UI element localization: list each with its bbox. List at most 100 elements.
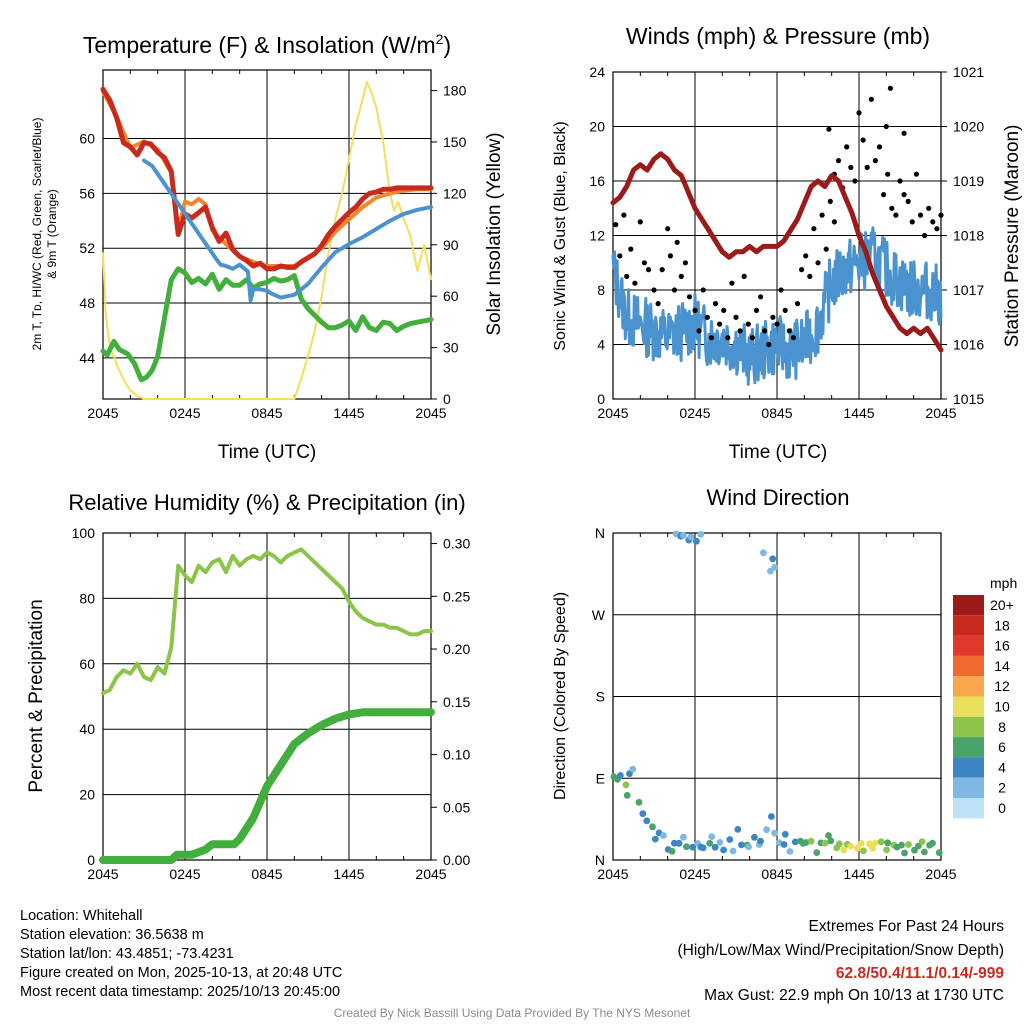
wdir-point bbox=[929, 839, 936, 847]
winds-gust-point bbox=[617, 253, 623, 259]
winds-gust-point bbox=[749, 335, 756, 341]
winds-gust-point bbox=[887, 85, 894, 91]
wdir-point bbox=[901, 849, 908, 857]
winds-gust-point bbox=[770, 314, 776, 320]
wdir-point bbox=[854, 844, 861, 852]
winds-gust-point bbox=[741, 273, 747, 279]
temp-title-end: ) bbox=[443, 32, 451, 58]
info-elevation: Station elevation: 36.5638 m bbox=[20, 927, 204, 943]
winds-gust-point bbox=[844, 144, 850, 150]
wdir-point bbox=[921, 848, 928, 856]
wdir-point bbox=[689, 843, 697, 851]
wdir-point bbox=[757, 837, 764, 845]
wdir-point bbox=[905, 841, 912, 848]
temp-xtick-label: 1445 bbox=[333, 405, 364, 421]
wdir-point bbox=[708, 833, 716, 840]
winds-gust-point bbox=[659, 267, 665, 273]
rh-y-left-label: Percent & Precipitation bbox=[26, 599, 47, 792]
temp-ytick-right-label: 0 bbox=[443, 391, 451, 407]
wdir-point bbox=[675, 839, 683, 847]
winds-gust-point bbox=[864, 164, 870, 170]
winds-gust-point bbox=[717, 321, 723, 327]
rh-ytick-right-label: 0.20 bbox=[443, 641, 470, 657]
winds-gust-point bbox=[721, 307, 727, 313]
winds-ytick-label: 12 bbox=[589, 228, 605, 244]
winds-gust-point bbox=[624, 273, 630, 279]
rh-ytick-label: 80 bbox=[79, 590, 95, 606]
wdir-point bbox=[629, 765, 637, 773]
wdir-point bbox=[760, 549, 767, 557]
temp-chart: 2045 0245 0845 1445 2045 44 48 52 56 60 0 30 60 90 120… bbox=[30, 31, 505, 463]
winds-gust-point bbox=[799, 267, 805, 273]
extremes-title: Extremes For Past 24 Hours bbox=[808, 918, 1004, 935]
temp-title-main: Temperature (F) & Insolation (W/m bbox=[83, 32, 436, 58]
winds-gust-point bbox=[778, 287, 784, 293]
winds-ytick-label: 8 bbox=[597, 282, 605, 298]
winds-gust-point bbox=[737, 328, 743, 334]
wdir-point bbox=[720, 846, 727, 854]
wdir-point bbox=[827, 837, 835, 845]
winds-gust-point bbox=[655, 301, 661, 307]
wdir-point bbox=[915, 842, 922, 850]
winds-gust-point bbox=[729, 280, 735, 286]
winds-gust-point bbox=[901, 192, 907, 198]
winds-ytick-label: 24 bbox=[589, 64, 605, 80]
winds-gust-point bbox=[901, 130, 907, 136]
temp-y-left-label-1: 2m T, Tᴅ, HI/WC (Red, Green, Scarlet/Blu… bbox=[30, 118, 44, 351]
temp-xtick-label: 2045 bbox=[87, 405, 118, 421]
temp-xtick-label: 2045 bbox=[415, 405, 446, 421]
winds-xtick-label: 0245 bbox=[679, 405, 710, 421]
winds-ytick-label: 0 bbox=[597, 391, 605, 407]
winds-gust-point bbox=[725, 335, 731, 341]
wdir-point bbox=[683, 843, 690, 851]
wdir-point bbox=[680, 833, 687, 841]
rh-ytick-right-label: 0.10 bbox=[443, 747, 470, 763]
winds-gust-point bbox=[678, 273, 684, 279]
wdir-legend-label: 6 bbox=[998, 739, 1006, 755]
winds-gust-point bbox=[632, 280, 638, 286]
wdir-point bbox=[780, 841, 788, 848]
wdir-point bbox=[791, 838, 799, 846]
temp-y-left-label-2: & 9m T (Orange) bbox=[45, 189, 59, 279]
winds-gust-point bbox=[686, 294, 693, 300]
wdir-point bbox=[918, 838, 926, 845]
winds-ytick-right-label: 1018 bbox=[953, 228, 984, 244]
winds-xtick-label: 1445 bbox=[843, 405, 874, 421]
winds-gust-point bbox=[774, 321, 780, 327]
rh-xtick-label: 2045 bbox=[415, 866, 446, 882]
winds-ytick-label: 16 bbox=[589, 173, 605, 189]
temp-ytick-right-label: 30 bbox=[443, 340, 459, 356]
wdir-legend-swatch bbox=[953, 716, 984, 738]
wdir-point bbox=[781, 830, 789, 838]
wdir-ytick-label: N bbox=[595, 525, 605, 541]
temp-ytick-right-label: 150 bbox=[443, 134, 467, 150]
wdir-point bbox=[697, 531, 705, 538]
winds-gust-point bbox=[733, 314, 739, 320]
wdir-legend-swatch bbox=[953, 757, 984, 778]
winds-gust-point bbox=[613, 222, 619, 228]
winds-gust-point bbox=[803, 253, 809, 259]
winds-gust-point bbox=[848, 164, 854, 170]
winds-xtick-label: 2045 bbox=[925, 405, 956, 421]
wdir-point bbox=[825, 832, 832, 839]
wdir-legend-swatch bbox=[953, 737, 984, 758]
wdir-point bbox=[872, 839, 879, 847]
winds-gust-point bbox=[905, 198, 911, 204]
winds-gust-point bbox=[917, 212, 924, 218]
rh-ytick-right-label: 0.00 bbox=[443, 852, 470, 868]
wdir-point bbox=[706, 839, 714, 847]
winds-gust-point bbox=[807, 273, 813, 279]
wdir-point bbox=[840, 846, 848, 854]
winds-gust-point bbox=[786, 328, 792, 334]
winds-gust-point bbox=[637, 219, 643, 225]
rh-ytick-label: 40 bbox=[79, 721, 95, 737]
wdir-point bbox=[860, 847, 867, 855]
winds-xtick-label: 2045 bbox=[597, 405, 628, 421]
temp-xtick-label: 0245 bbox=[169, 405, 200, 421]
wdir-legend-label: 12 bbox=[994, 678, 1010, 694]
winds-gust-point bbox=[819, 212, 825, 218]
winds-ytick-right-label: 1020 bbox=[953, 119, 984, 135]
wdir-legend-title: mph bbox=[990, 575, 1017, 591]
wdir-legend-label: 14 bbox=[994, 658, 1010, 674]
rh-series-relative-humidity bbox=[101, 547, 433, 696]
